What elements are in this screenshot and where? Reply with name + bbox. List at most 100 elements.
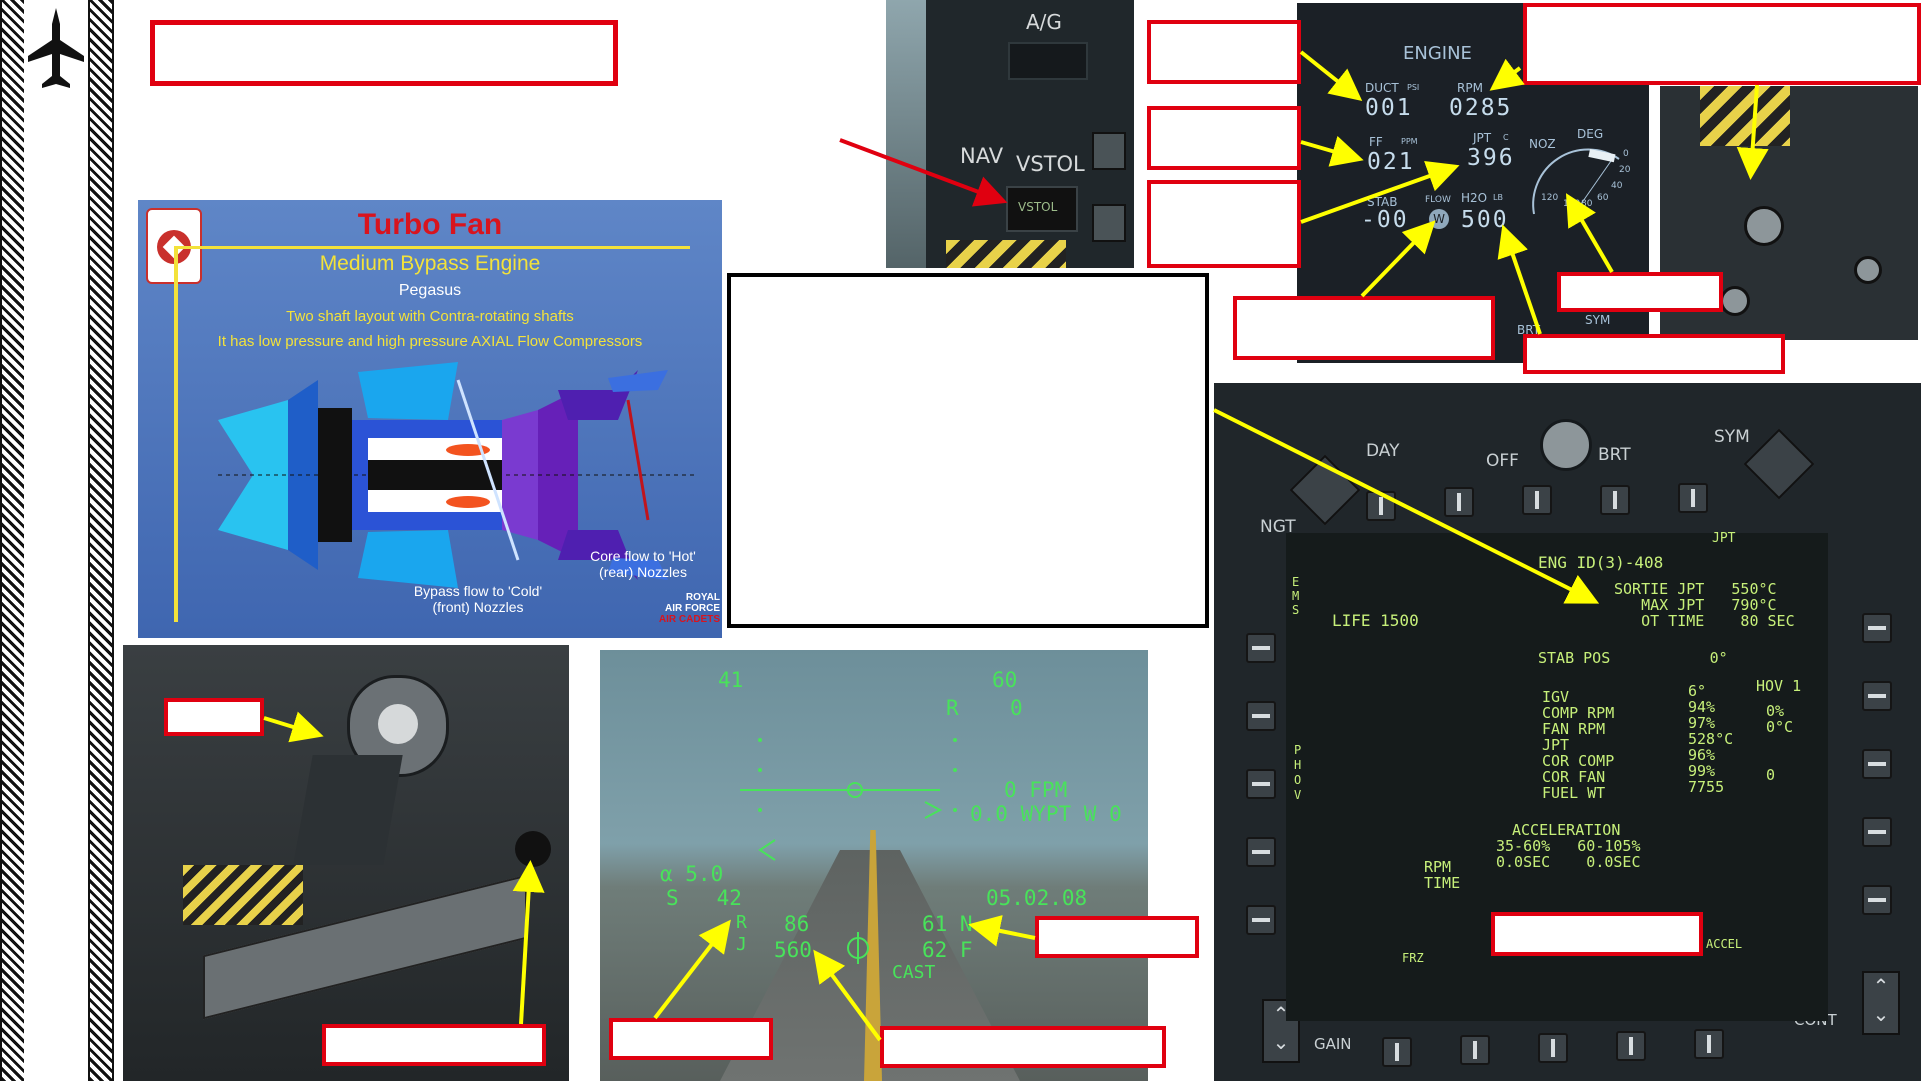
osb-bottom-4[interactable] [1616, 1031, 1646, 1061]
hud-heading-right: 60 [992, 668, 1018, 692]
eng-id: ENG ID(3)-408 [1538, 553, 1664, 572]
sym-label: SYM [1585, 313, 1611, 327]
osb-left-3[interactable] [1246, 769, 1276, 799]
callout-jpt [1147, 180, 1301, 268]
hud-r-label: R [946, 696, 959, 720]
osb-right-5[interactable] [1862, 885, 1892, 915]
flow-label: FLOW [1425, 195, 1451, 205]
pegasus-engine-diagram [218, 362, 698, 588]
osb-left-5[interactable] [1246, 905, 1276, 935]
callout-ff [1147, 106, 1301, 170]
osb-top-4[interactable] [1600, 485, 1630, 515]
jpt-osb-label: JPT [1712, 531, 1736, 546]
ems-label: E M S [1292, 575, 1300, 617]
toggle-switch-left[interactable] [1720, 286, 1750, 316]
gain-label: GAIN [1314, 1035, 1352, 1053]
title-callout [150, 20, 618, 86]
engine-title: ENGINE [1403, 43, 1472, 64]
brightness-knob[interactable] [1540, 419, 1592, 471]
hud-r-value: 0 [1010, 696, 1023, 720]
left-stripe-inner [88, 0, 114, 1081]
sym-label: SYM [1714, 427, 1750, 447]
slide-line-1: Two shaft layout with Contra-rotating sh… [286, 308, 574, 325]
nav-label: NAV [960, 144, 1004, 168]
callout-hud-rpm [609, 1018, 773, 1060]
osb-top-5[interactable] [1678, 483, 1708, 513]
phov-label: P H O V [1294, 743, 1302, 802]
stab-value: -00 [1361, 207, 1409, 233]
osb-left-4[interactable] [1246, 837, 1276, 867]
hud-pitch-ladder [740, 738, 957, 964]
sortie-block: SORTIE JPT 550°C MAX JPT 790°C OT TIME 8… [1614, 580, 1795, 630]
ff-label: FF [1369, 135, 1383, 149]
ag-button[interactable] [1008, 42, 1088, 80]
stab-label: STAB [1367, 195, 1398, 209]
acceleration-ranges: 35-60% 60-105% [1496, 837, 1641, 855]
master-mode-panel: A/G NAV VSTOL VSTOL [886, 0, 1134, 268]
engine-params: IGV COMP RPM FAN RPM JPT COR COMP COR FA… [1542, 688, 1615, 802]
cont-rocker[interactable]: ⌃ ⌄ [1862, 971, 1900, 1035]
mpcd-panel: DAY OFF BRT SYM NGT GAIN CONT ⌃⌄ ⌃⌄ JPT … [1214, 383, 1921, 1081]
osb-left-2[interactable] [1246, 701, 1276, 731]
osb-left-1[interactable] [1246, 633, 1276, 663]
osb-right-4[interactable] [1862, 817, 1892, 847]
hud-fpm: 0 FPM [1004, 778, 1068, 802]
h2o-label: H2O [1461, 191, 1488, 205]
callout-menu [1491, 912, 1703, 956]
rpm-switch[interactable] [1744, 206, 1784, 246]
rpm-value: 0285 [1449, 95, 1513, 121]
callout-stab [1233, 296, 1495, 360]
hud-cast: CAST [892, 962, 936, 983]
hud-wypt: 0.0 WYPT W 0 [970, 802, 1122, 826]
osb-bottom-1[interactable] [1382, 1037, 1412, 1067]
osb-right-2[interactable] [1862, 681, 1892, 711]
center-note-box [727, 273, 1209, 628]
raf-air-cadets-logo: ROYAL AIR FORCE AIR CADETS [658, 592, 720, 625]
vstol-button[interactable]: VSTOL [1006, 186, 1078, 232]
hov-label: HOV 1 [1756, 677, 1802, 695]
core-flow-caption: Core flow to 'Hot' (rear) Nozzles [590, 548, 696, 580]
brt-label: BRT [1598, 445, 1631, 465]
toggle-switch-right[interactable] [1854, 256, 1882, 284]
aircraft-icon [28, 8, 84, 88]
ag-label: A/G [1026, 10, 1062, 34]
accel-label: ACCEL [1706, 937, 1743, 951]
duct-label: DUCT [1365, 81, 1399, 95]
hud-alpha: α 5.0 [660, 862, 724, 886]
acceleration-title: ACCELERATION [1512, 821, 1621, 839]
acceleration-times: 0.0SEC 0.0SEC [1496, 853, 1641, 871]
slide-title: Turbo Fan [357, 208, 503, 241]
hud-heading-left: 41 [718, 668, 744, 692]
side-button-1[interactable] [1092, 132, 1126, 170]
callout-nozzle-lever [322, 1024, 546, 1066]
callout-duct [1147, 20, 1301, 84]
hud-time: 05.02.08 [986, 886, 1088, 910]
osb-top-2[interactable] [1444, 487, 1474, 517]
osb-bottom-2[interactable] [1460, 1035, 1490, 1065]
rpm-label: RPM [1457, 81, 1483, 95]
slide-line-2: It has low pressure and high pressure AX… [217, 333, 643, 350]
life-value: LIFE 1500 [1332, 611, 1419, 630]
turbofan-slide: Turbo Fan Medium Bypass Engine Pegasus T… [138, 200, 722, 638]
callout-throttle [164, 698, 264, 736]
engine-values: 6° 94% 97% 528°C 96% 99% 7755 [1688, 682, 1734, 796]
osb-bottom-3[interactable] [1538, 1033, 1568, 1063]
callout-hud-61n [1035, 916, 1199, 958]
jpt-label: JPT [1473, 131, 1492, 145]
osb-bottom-5[interactable] [1694, 1029, 1724, 1059]
hud-value-560: 560 [774, 938, 812, 962]
osb-top-3[interactable] [1522, 485, 1552, 515]
slide-engine-name: Pegasus [398, 282, 462, 299]
rpm-time-label: RPM TIME [1424, 858, 1461, 892]
osb-right-3[interactable] [1862, 749, 1892, 779]
callout-h2o [1523, 334, 1785, 374]
left-rail [24, 0, 88, 1081]
hud-value-86: 86 [784, 912, 810, 936]
side-button-2[interactable] [1092, 204, 1126, 242]
hud-r-j: R J [736, 912, 747, 955]
deg-label: DEG [1577, 127, 1604, 141]
osb-right-1[interactable] [1862, 613, 1892, 643]
vstol-label: VSTOL [1016, 152, 1085, 176]
ngt-label: NGT [1260, 517, 1296, 537]
